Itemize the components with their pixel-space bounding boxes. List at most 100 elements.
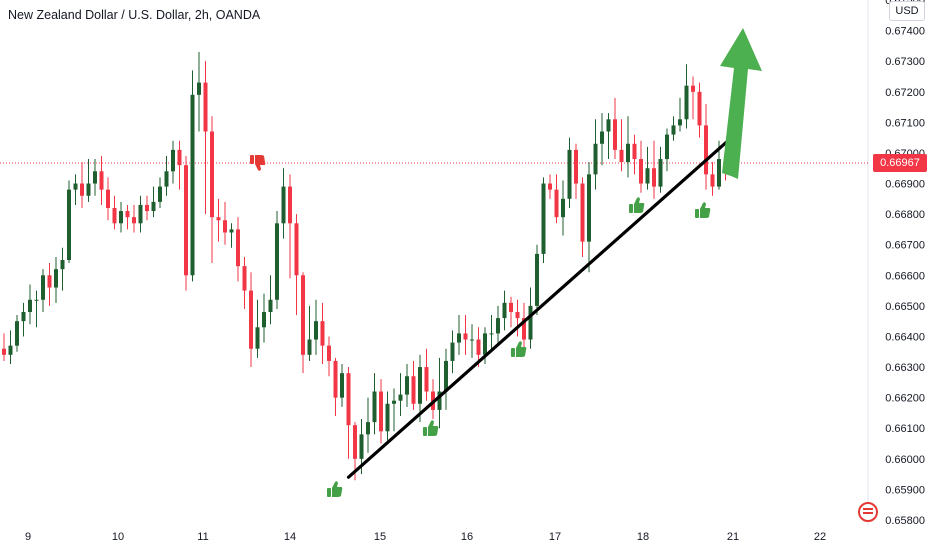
candle-body bbox=[216, 217, 221, 221]
candle-body bbox=[509, 302, 513, 312]
candle-body bbox=[515, 312, 520, 319]
candles bbox=[2, 52, 728, 481]
candle-body bbox=[177, 149, 182, 166]
candle-body bbox=[60, 260, 65, 270]
candle-body bbox=[28, 299, 32, 312]
chart-title: New Zealand Dollar / U.S. Dollar, 2h, OA… bbox=[8, 8, 261, 22]
x-tick-label: 11 bbox=[197, 531, 208, 543]
thumb-cuff bbox=[695, 209, 699, 218]
candle-body bbox=[119, 211, 123, 224]
candle-body bbox=[418, 367, 422, 404]
thumb-hand bbox=[255, 155, 266, 171]
candle-body bbox=[268, 299, 273, 312]
candle-body bbox=[600, 131, 604, 144]
candle-body bbox=[470, 339, 474, 341]
candle-body bbox=[301, 275, 305, 355]
tradingview-logo-icon[interactable] bbox=[858, 502, 878, 522]
x-tick-label: 18 bbox=[637, 531, 649, 543]
thumb-hand bbox=[332, 481, 343, 497]
candle-body bbox=[678, 119, 682, 126]
candle-body bbox=[632, 143, 637, 160]
candle-body bbox=[21, 312, 26, 322]
candle-body bbox=[73, 183, 78, 190]
icon-layer bbox=[250, 155, 711, 497]
candle-body bbox=[333, 360, 338, 398]
y-tick-label: 0.67300 bbox=[885, 56, 925, 68]
candle-body bbox=[8, 345, 13, 355]
candle-body bbox=[41, 275, 45, 300]
candle-body bbox=[249, 290, 253, 349]
thumb-hand bbox=[700, 202, 711, 218]
candle-body bbox=[353, 425, 357, 459]
candle-body bbox=[437, 391, 442, 410]
thumb-cuff bbox=[250, 155, 254, 164]
candle-body bbox=[255, 327, 260, 349]
candle-body bbox=[223, 220, 227, 233]
x-tick-label: 17 bbox=[549, 531, 561, 543]
candle-body bbox=[242, 266, 247, 291]
y-tick-label: 0.66500 bbox=[885, 301, 925, 313]
candle-body bbox=[476, 339, 481, 355]
candle-body bbox=[606, 119, 611, 132]
thumb-hand bbox=[428, 420, 439, 436]
candle-body bbox=[502, 302, 507, 319]
x-tick-label: 21 bbox=[727, 531, 739, 543]
x-tick-label: 15 bbox=[374, 531, 386, 543]
candle-body bbox=[671, 125, 676, 135]
candle-body bbox=[424, 367, 429, 392]
thumb-hand bbox=[516, 341, 527, 357]
time-axis: 9 10 11 14 15 16 17 18 21 22 bbox=[25, 531, 826, 543]
thumbs-up-icon bbox=[327, 481, 343, 497]
thumb-cuff bbox=[423, 427, 427, 436]
x-tick-label: 16 bbox=[461, 531, 473, 543]
candle-body bbox=[645, 168, 650, 184]
y-tick-label: 0.65800 bbox=[885, 515, 925, 527]
thumbs-up-icon bbox=[423, 420, 439, 436]
y-tick-label: 0.66300 bbox=[885, 362, 925, 374]
currency-selector[interactable]: USD bbox=[889, 1, 925, 21]
candle-body bbox=[587, 174, 591, 242]
thumb-cuff bbox=[511, 348, 515, 357]
candle-body bbox=[574, 149, 578, 184]
candle-body bbox=[307, 339, 312, 355]
candle-body bbox=[483, 333, 487, 355]
candle-body bbox=[697, 91, 702, 126]
y-tick-label: 0.66200 bbox=[885, 393, 925, 405]
candle-body bbox=[236, 229, 240, 267]
thumbs-up-icon bbox=[629, 197, 645, 213]
y-tick-label: 0.67200 bbox=[885, 87, 925, 99]
candle-body bbox=[463, 333, 468, 340]
y-tick-label: 0.66100 bbox=[885, 423, 925, 435]
candle-body bbox=[392, 400, 396, 404]
candle-body bbox=[125, 211, 130, 218]
candle-body bbox=[710, 174, 715, 187]
candle-body bbox=[541, 183, 546, 254]
y-tick-label: 0.66000 bbox=[885, 454, 925, 466]
candle-body bbox=[535, 253, 539, 306]
price-axis: 0.675000.674000.673000.672000.671000.670… bbox=[885, 0, 925, 527]
candle-body bbox=[294, 223, 299, 276]
y-tick-label: 0.67400 bbox=[885, 26, 925, 38]
candle-body bbox=[164, 171, 169, 187]
candle-body bbox=[2, 348, 6, 355]
candle-body bbox=[67, 189, 71, 260]
candle-body bbox=[106, 189, 110, 208]
up-arrow-icon bbox=[720, 28, 762, 179]
thumb-cuff bbox=[327, 488, 331, 497]
x-tick-label: 14 bbox=[284, 531, 296, 543]
candle-body bbox=[80, 183, 84, 196]
x-tick-label: 10 bbox=[112, 531, 124, 543]
candle-body bbox=[190, 94, 195, 276]
candle-body bbox=[405, 376, 409, 395]
candle-body bbox=[197, 82, 201, 95]
candle-body bbox=[691, 85, 695, 92]
candle-body bbox=[548, 183, 552, 190]
thumbs-up-icon bbox=[511, 341, 527, 357]
candle-body bbox=[275, 223, 279, 300]
thumb-hand bbox=[634, 197, 645, 213]
candle-body bbox=[561, 198, 565, 218]
trendline-layer bbox=[346, 139, 730, 479]
candle-body bbox=[496, 318, 500, 334]
